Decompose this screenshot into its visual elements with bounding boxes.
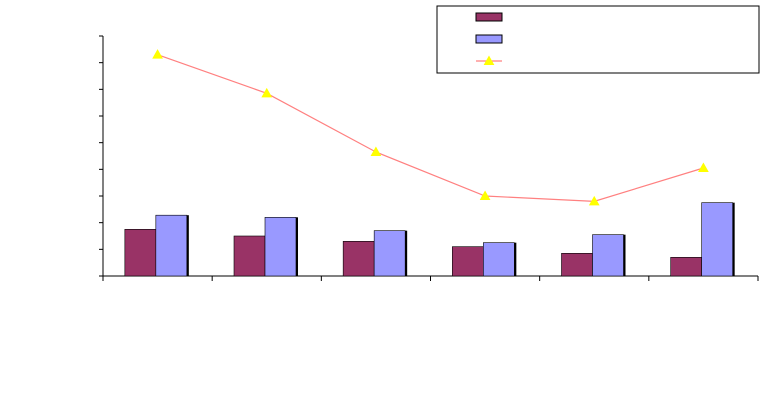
legend (436, 5, 760, 74)
axes (99, 35, 759, 281)
bar (670, 257, 702, 277)
line-series (152, 49, 709, 206)
series-line (157, 54, 704, 202)
bar (155, 214, 188, 277)
legend-swatch (475, 12, 503, 22)
bar (483, 242, 515, 277)
bar (233, 235, 266, 277)
bar (264, 217, 297, 277)
line-point-marker (370, 146, 382, 156)
bar (452, 246, 484, 277)
line-point-marker (588, 195, 600, 206)
bar (561, 253, 593, 277)
bar (124, 229, 157, 277)
legend-swatch (475, 34, 503, 44)
line-point-marker (698, 162, 709, 172)
bar (701, 202, 733, 277)
bar (373, 230, 406, 277)
line-point-marker (479, 190, 491, 200)
legend-line-marker (483, 55, 495, 65)
line-point-marker (152, 49, 163, 59)
line-point-marker (261, 87, 273, 98)
bar (592, 234, 624, 277)
bar-series (124, 202, 735, 277)
bar (342, 241, 375, 277)
